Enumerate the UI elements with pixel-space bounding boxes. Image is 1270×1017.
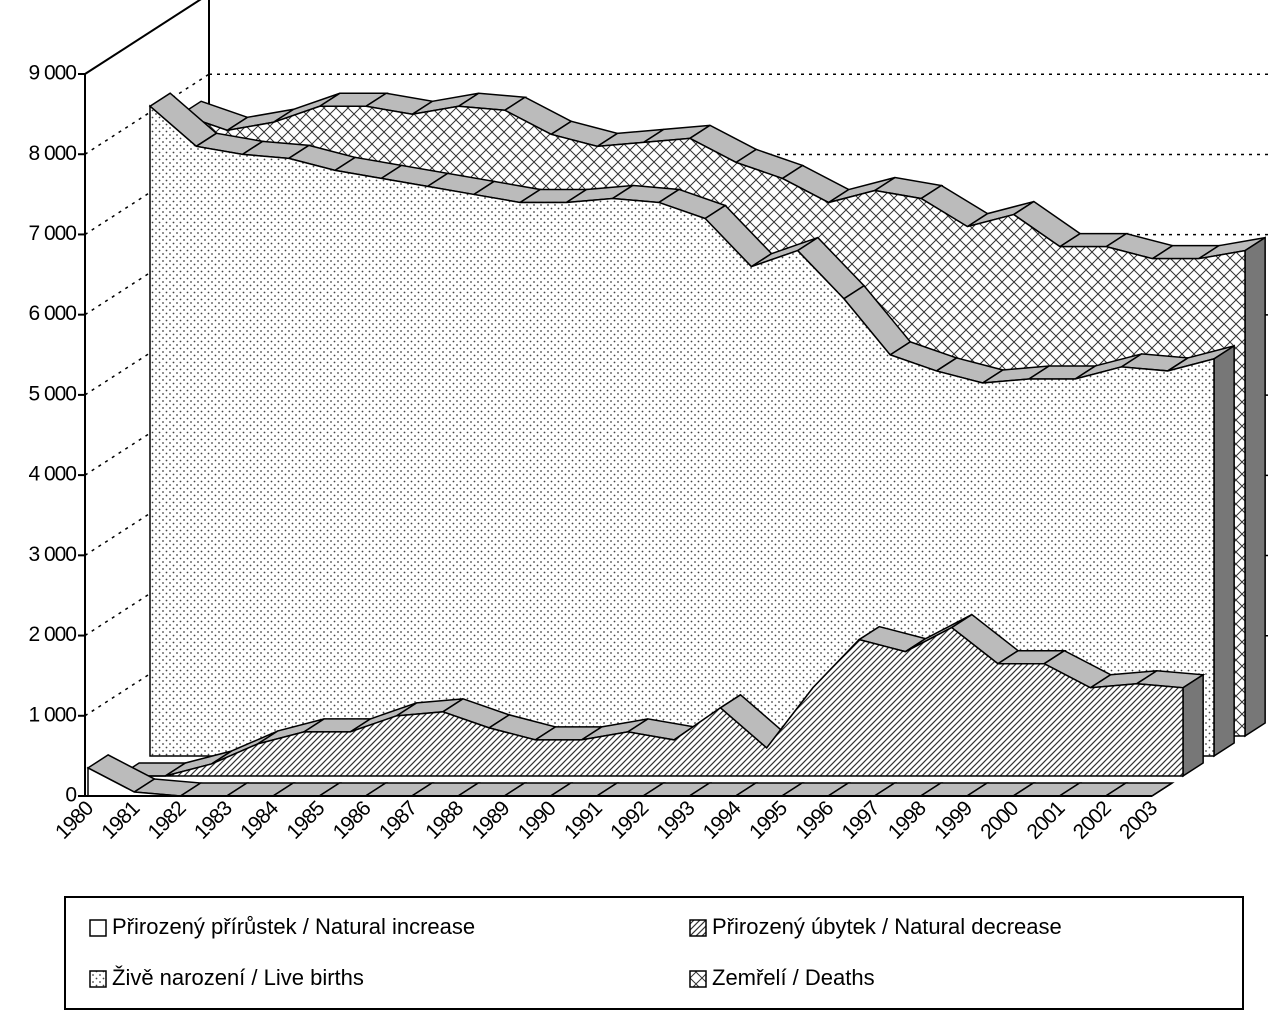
y-tick-label: 5 000 <box>28 382 76 405</box>
x-tick-label: 1996 <box>791 797 838 844</box>
x-tick-label: 1992 <box>606 797 653 844</box>
x-tick-label: 2002 <box>1069 797 1116 844</box>
y-tick-label: 0 <box>65 784 76 807</box>
grid-line <box>84 0 202 75</box>
x-tick-label: 1983 <box>190 797 237 844</box>
y-tick-label: 6 000 <box>28 302 76 325</box>
area-side <box>1213 344 1235 758</box>
legend-swatch <box>89 919 107 937</box>
area-side <box>1244 236 1266 738</box>
legend-swatch <box>689 919 707 937</box>
x-tick-label: 1998 <box>884 797 931 844</box>
x-tick-label: 1994 <box>699 796 746 843</box>
legend-label: Živě narození / Live births <box>112 965 364 990</box>
legend-box <box>64 896 1244 1010</box>
y-tick-label: 4 000 <box>28 463 76 486</box>
legend-label: Zemřelí / Deaths <box>712 965 875 990</box>
x-tick-label: 2001 <box>1023 797 1070 844</box>
y-tick-label: 7 000 <box>28 222 76 245</box>
x-tick-label: 1984 <box>236 796 283 843</box>
legend-label: Přirozený přírůstek / Natural increase <box>112 914 475 939</box>
x-tick-label: 1980 <box>51 797 98 844</box>
x-tick-label: 1993 <box>652 797 699 844</box>
x-tick-label: 1991 <box>560 797 607 844</box>
x-tick-label: 1987 <box>375 797 422 844</box>
x-tick-label: 1995 <box>745 797 792 844</box>
area <box>149 104 1215 757</box>
y-tick-label: 8 000 <box>28 142 76 165</box>
x-tick-label: 2003 <box>1115 797 1162 844</box>
x-tick-label: 1999 <box>930 797 977 844</box>
x-tick-label: 1989 <box>467 797 514 844</box>
x-tick-label: 1990 <box>514 797 561 844</box>
x-tick-label: 1982 <box>144 797 191 844</box>
y-tick-label: 3 000 <box>28 543 76 566</box>
x-tick-label: 1986 <box>329 797 376 844</box>
y-tick-label: 2 000 <box>28 623 76 646</box>
x-tick-label: 1981 <box>97 797 144 844</box>
legend-swatch <box>689 970 707 988</box>
y-tick-label: 1 000 <box>28 703 76 726</box>
legend-label: Přirozený úbytek / Natural decrease <box>712 914 1062 939</box>
axis-line <box>84 0 202 75</box>
x-tick-label: 1988 <box>421 797 468 844</box>
x-tick-label: 2000 <box>976 797 1023 844</box>
grid-line <box>84 73 210 155</box>
area <box>119 626 1184 777</box>
x-tick-label: 1997 <box>838 797 885 844</box>
x-tick-label: 1985 <box>282 797 329 844</box>
legend-swatch <box>89 970 107 988</box>
area-side <box>1151 782 1173 797</box>
area-side <box>1182 673 1204 778</box>
y-tick-label: 9 000 <box>28 62 76 85</box>
